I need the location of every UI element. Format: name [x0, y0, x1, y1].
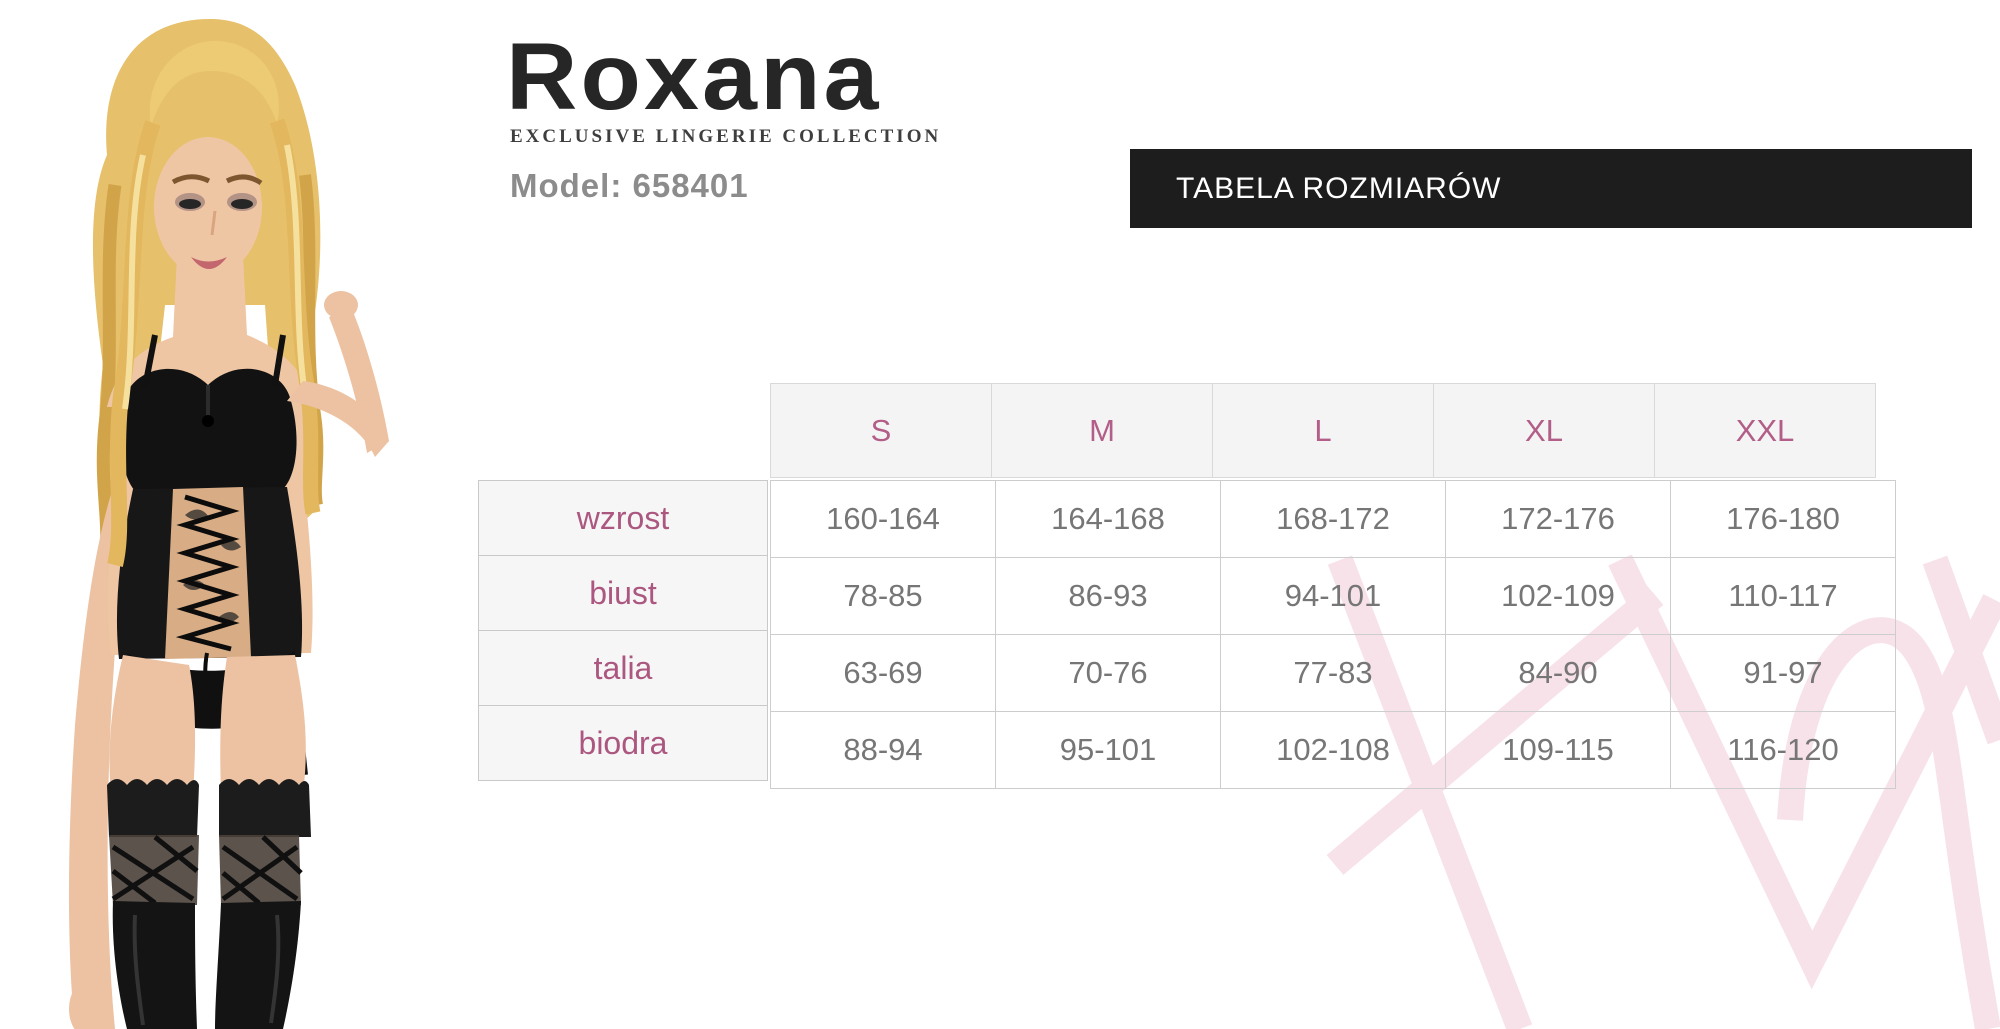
size-table-banner: TABELA ROZMIARÓW — [1130, 149, 1972, 228]
size-value: 109-115 — [1445, 711, 1671, 789]
brand-tagline: EXCLUSIVE LINGERIE COLLECTION — [510, 126, 942, 147]
size-header-row: S M L XL XXL — [770, 383, 1876, 478]
size-value: 94-101 — [1220, 557, 1446, 635]
size-value: 160-164 — [770, 480, 996, 558]
model-photo — [69, 19, 389, 1029]
size-value: 91-97 — [1670, 634, 1896, 712]
size-value: 176-180 — [1670, 480, 1896, 558]
row-label-biust: biust — [478, 555, 768, 631]
brand-logo: Roxana — [506, 24, 882, 130]
size-column-header-s: S — [770, 383, 992, 478]
size-column-header-l: L — [1212, 383, 1434, 478]
size-value: 78-85 — [770, 557, 996, 635]
size-value: 116-120 — [1670, 711, 1896, 789]
size-value: 110-117 — [1670, 557, 1896, 635]
row-label-wzrost: wzrost — [478, 480, 768, 556]
size-value: 77-83 — [1220, 634, 1446, 712]
size-value: 88-94 — [770, 711, 996, 789]
size-value: 63-69 — [770, 634, 996, 712]
size-value: 164-168 — [995, 480, 1221, 558]
size-value: 84-90 — [1445, 634, 1671, 712]
size-column-header-xxl: XXL — [1654, 383, 1876, 478]
size-value: 168-172 — [1220, 480, 1446, 558]
size-value: 102-108 — [1220, 711, 1446, 789]
table-row: 88-94 95-101 102-108 109-115 116-120 — [770, 711, 1896, 789]
row-label-talia: talia — [478, 630, 768, 706]
size-value: 95-101 — [995, 711, 1221, 789]
model-number: Model: 658401 — [510, 167, 749, 204]
table-row: 160-164 164-168 168-172 172-176 176-180 — [770, 480, 1896, 558]
size-column-header-xl: XL — [1433, 383, 1655, 478]
size-value: 102-109 — [1445, 557, 1671, 635]
size-values-table: 160-164 164-168 168-172 172-176 176-180 … — [770, 480, 1896, 789]
table-row: 63-69 70-76 77-83 84-90 91-97 — [770, 634, 1896, 712]
size-value: 172-176 — [1445, 480, 1671, 558]
size-column-header-m: M — [991, 383, 1213, 478]
size-table-banner-title: TABELA ROZMIARÓW — [1176, 171, 1502, 205]
table-row: 78-85 86-93 94-101 102-109 110-117 — [770, 557, 1896, 635]
size-value: 86-93 — [995, 557, 1221, 635]
row-label-biodra: biodra — [478, 705, 768, 781]
measurement-labels: wzrost biust talia biodra — [478, 480, 768, 781]
size-value: 70-76 — [995, 634, 1221, 712]
